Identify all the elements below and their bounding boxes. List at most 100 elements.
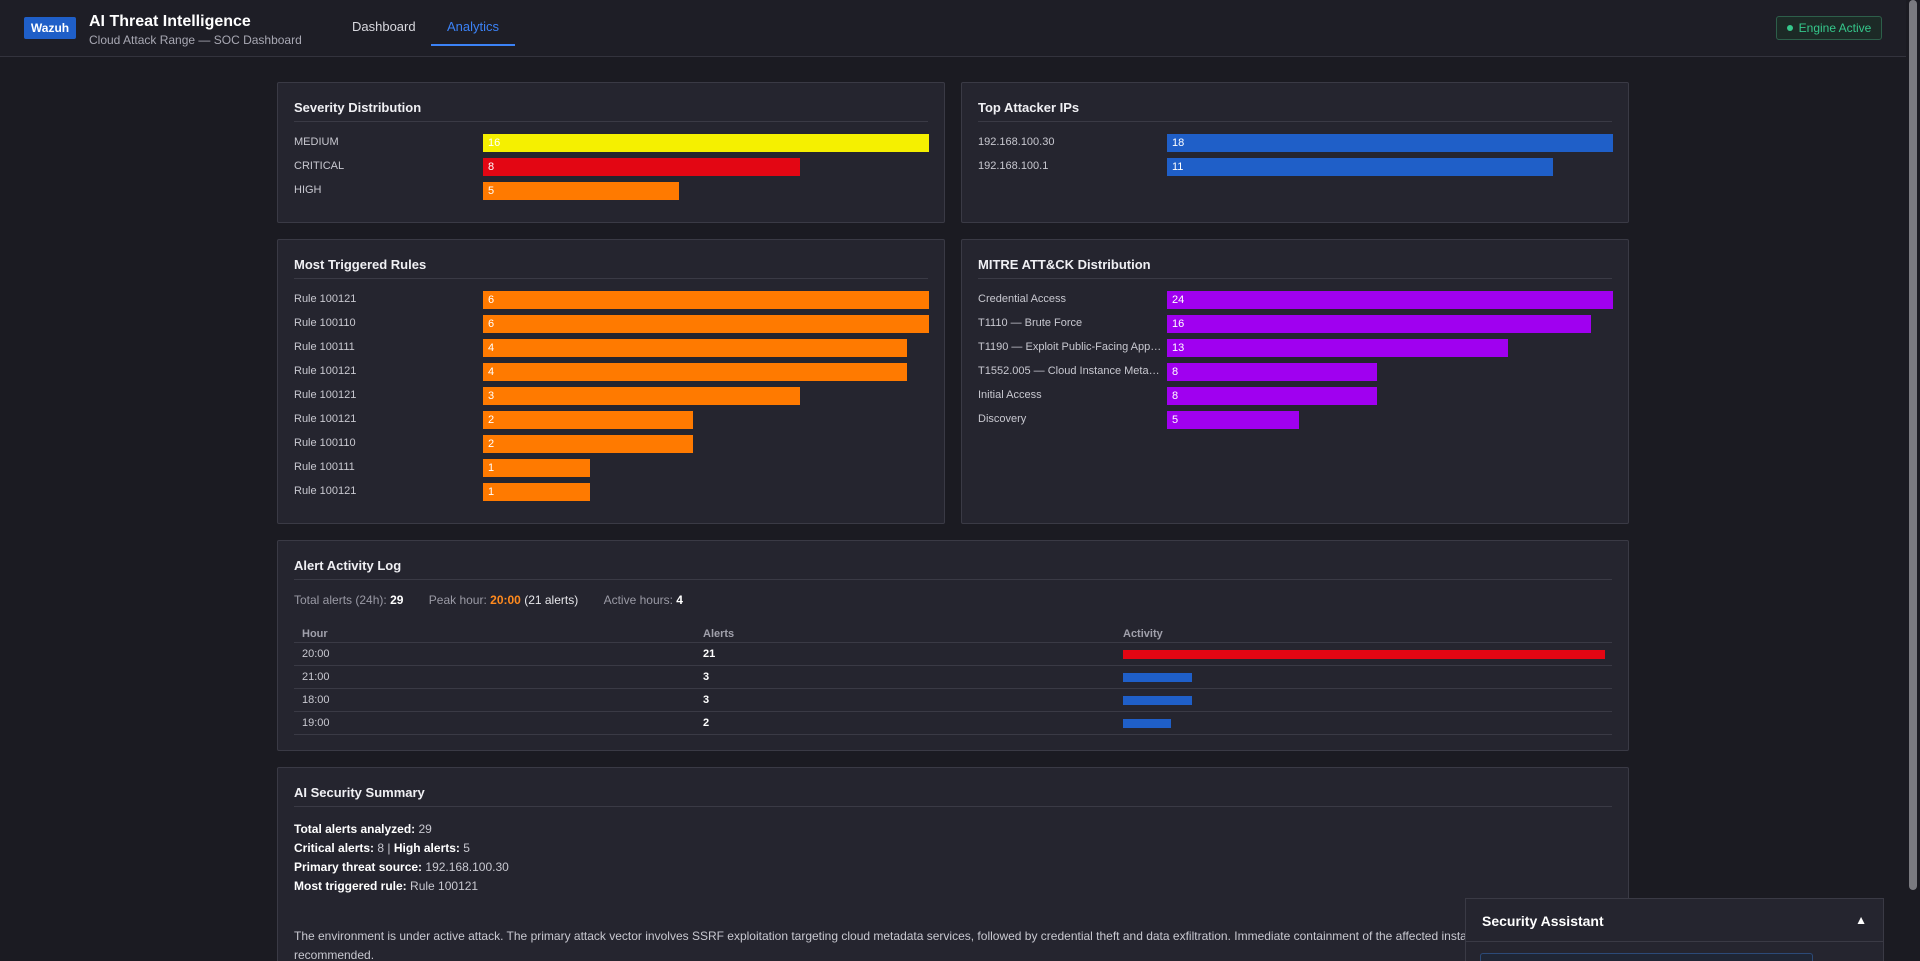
- activity-bar: [1123, 696, 1192, 705]
- ai-summary-panel: AI Security Summary Total alerts analyze…: [277, 767, 1629, 961]
- summary-source-value: 192.168.100.30: [425, 860, 509, 874]
- alerts-cell: 21: [703, 648, 716, 660]
- table-row: 18:00 3: [294, 689, 1612, 712]
- bar-row: Rule 100121 3: [294, 387, 928, 405]
- panel-title: Alert Activity Log: [294, 558, 402, 573]
- summary-high-value: 5: [463, 841, 470, 855]
- panel-title: AI Security Summary: [294, 785, 425, 800]
- scrollbar-thumb[interactable]: [1909, 0, 1917, 890]
- assistant-title: Security Assistant: [1482, 913, 1604, 929]
- alert-log-table: Hour Alerts Activity 20:00 21 21:00 3 18:00 3…: [294, 623, 1612, 735]
- bar-value: 8: [1167, 387, 1377, 405]
- alert-log-panel: Alert Activity Log Total alerts (24h): 2…: [277, 540, 1629, 751]
- summary-source-label: Primary threat source:: [294, 860, 423, 874]
- bar-row: CRITICAL 8: [294, 158, 928, 176]
- bar-row: Discovery 5: [978, 411, 1612, 429]
- bar-row: Rule 100121 6: [294, 291, 929, 309]
- table-row: 21:00 3: [294, 666, 1612, 689]
- bar-label: 192.168.100.30: [978, 136, 1055, 148]
- page-scrollbar[interactable]: [1906, 0, 1920, 961]
- summary-paragraph: The environment is under active attack. …: [294, 929, 1621, 961]
- summary-rule: Most triggered rule: Rule 100121: [294, 879, 478, 893]
- column-header-activity: Activity: [1123, 628, 1163, 640]
- bar-value: 11: [1167, 158, 1553, 176]
- bar-row: MEDIUM 16: [294, 134, 929, 152]
- bar-label: Rule 100111: [294, 341, 355, 353]
- bar-row: 192.168.100.1 11: [978, 158, 1612, 176]
- alert-stats: Total alerts (24h): 29 Peak hour: 20:00 …: [294, 593, 683, 607]
- app-title: AI Threat Intelligence: [89, 13, 251, 30]
- activity-bar: [1123, 719, 1171, 728]
- bar-value: 6: [483, 315, 929, 333]
- divider: [1466, 941, 1883, 942]
- tab-dashboard[interactable]: Dashboard: [352, 19, 416, 34]
- bar-value: 24: [1167, 291, 1613, 309]
- tab-analytics[interactable]: Analytics: [430, 19, 516, 46]
- expand-toggle-icon[interactable]: ▲: [1855, 913, 1867, 927]
- bar-label: Discovery: [978, 413, 1027, 425]
- status-dot-icon: [1786, 25, 1793, 31]
- bar-label: Rule 100121: [294, 389, 357, 401]
- bar-label: Rule 100110: [294, 317, 356, 329]
- severity-panel: Severity Distribution MEDIUM 16 CRITICAL 8 H…: [277, 82, 945, 223]
- active-hours-label: Active hours:: [603, 593, 673, 607]
- attackers-panel: Top Attacker IPs 192.168.100.30 18 192.168…: [961, 82, 1629, 223]
- bar-label: MEDIUM: [294, 136, 339, 148]
- summary-separator: |: [387, 841, 391, 855]
- bar-row: HIGH 5: [294, 182, 928, 200]
- summary-high-label: High alerts:: [393, 841, 460, 855]
- security-assistant-widget[interactable]: Security Assistant ▲: [1465, 898, 1884, 961]
- bar-value: 18: [1167, 134, 1613, 152]
- summary-rule-label: Most triggered rule:: [294, 879, 407, 893]
- column-header-hour: Hour: [302, 628, 328, 640]
- hour-cell: 18:00: [302, 694, 330, 706]
- bar-label: 192.168.100.1: [978, 160, 1049, 172]
- total-alerts-label: Total alerts (24h):: [294, 593, 387, 607]
- table-body: 20:00 21 21:00 3 18:00 3 19:00 2: [294, 643, 1612, 735]
- summary-total-label: Total alerts analyzed:: [294, 822, 416, 836]
- bar-value: 5: [483, 182, 679, 200]
- bar-value: 8: [1167, 363, 1377, 381]
- bar-label: Rule 100121: [294, 293, 357, 305]
- active-hours-value: 4: [676, 593, 683, 607]
- summary-total: Total alerts analyzed: 29: [294, 822, 432, 836]
- top-bar: Wazuh AI Threat Intelligence Cloud Attac…: [0, 0, 1906, 57]
- bar-value: 16: [483, 134, 929, 152]
- divider: [294, 121, 928, 122]
- divider: [294, 579, 1612, 580]
- bar-label: Initial Access: [978, 389, 1042, 401]
- engine-status-label: Engine Active: [1798, 21, 1872, 35]
- peak-hour-value: 20:00: [490, 593, 521, 607]
- bar-value: 2: [483, 435, 693, 453]
- wazuh-logo[interactable]: Wazuh: [24, 17, 76, 39]
- bar-row: T1552.005 — Cloud Instance Metadata API 8: [978, 363, 1612, 381]
- bar-row: Initial Access 8: [978, 387, 1612, 405]
- bar-row: 192.168.100.30 18: [978, 134, 1613, 152]
- peak-hour-count: (21 alerts): [524, 593, 579, 607]
- bar-value: 4: [483, 339, 907, 357]
- activity-bar: [1123, 650, 1605, 659]
- table-header: Hour Alerts Activity: [294, 623, 1612, 643]
- bar-label: Rule 100110: [294, 437, 356, 449]
- hour-cell: 19:00: [302, 717, 330, 729]
- rules-panel: Most Triggered Rules Rule 100121 6 Rule 10…: [277, 239, 945, 524]
- bar-row: Rule 100121 2: [294, 411, 928, 429]
- bar-row: Rule 100111 4: [294, 339, 928, 357]
- summary-critical-high: Critical alerts: 8 | High alerts: 5: [294, 841, 470, 855]
- bar-row: Rule 100111 1: [294, 459, 928, 477]
- peak-hour-label: Peak hour:: [428, 593, 487, 607]
- bar-value: 2: [483, 411, 693, 429]
- bar-value: 1: [483, 483, 590, 501]
- bar-value: 13: [1167, 339, 1508, 357]
- bar-value: 8: [483, 158, 800, 176]
- assistant-input[interactable]: [1480, 953, 1813, 961]
- bar-label: T1552.005 — Cloud Instance Metadata API: [978, 365, 1163, 377]
- bar-row: Rule 100110 6: [294, 315, 929, 333]
- bar-value: 16: [1167, 315, 1591, 333]
- app-subtitle: Cloud Attack Range — SOC Dashboard: [89, 33, 302, 47]
- engine-status-badge: Engine Active: [1776, 16, 1882, 40]
- bar-label: Rule 100121: [294, 413, 357, 425]
- bar-row: T1190 — Exploit Public-Facing Applicatio…: [978, 339, 1612, 357]
- mitre-panel: MITRE ATT&CK Distribution Credential Acc…: [961, 239, 1629, 524]
- summary-source: Primary threat source: 192.168.100.30: [294, 860, 509, 874]
